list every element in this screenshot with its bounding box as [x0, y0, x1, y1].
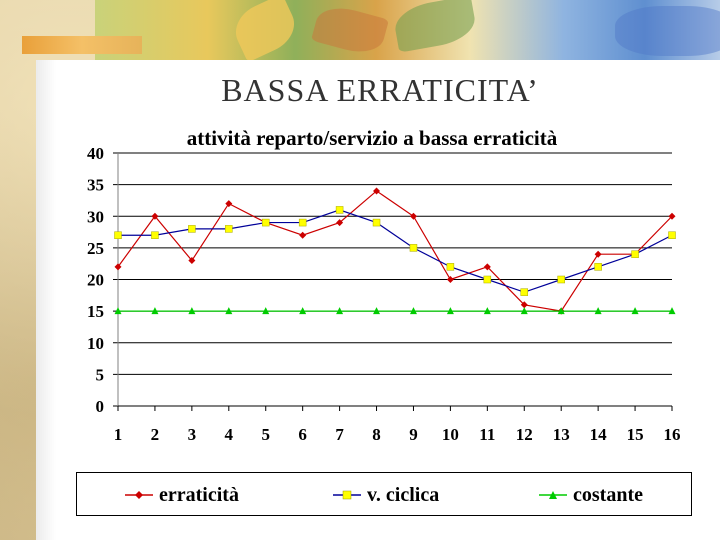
- data-point-erraticita: [483, 263, 491, 271]
- x-tick-label: 12: [516, 425, 533, 444]
- legend-item-erraticita: erraticità: [125, 473, 239, 517]
- data-point-costante: [594, 307, 602, 315]
- x-tick-label: 15: [627, 425, 644, 444]
- data-point-ciclica: [261, 218, 270, 227]
- y-tick-label: 40: [87, 144, 104, 163]
- chart-title: attività reparto/servizio a bassa errati…: [187, 126, 558, 150]
- slide-canvas: [36, 60, 720, 540]
- data-point-costante: [409, 307, 417, 315]
- data-point-ciclica: [188, 225, 196, 233]
- data-point-erraticita: [225, 200, 233, 208]
- data-point-erraticita: [336, 219, 344, 227]
- x-tick-label: 7: [335, 425, 344, 444]
- slide-shadow: [36, 60, 56, 540]
- data-point-ciclica: [409, 244, 418, 252]
- slide-title: BASSA ERRATICITA’: [221, 72, 539, 108]
- legend-label-erraticita: erraticità: [159, 483, 239, 506]
- data-point-costante: [668, 307, 676, 315]
- series-line-erraticita: [117, 190, 673, 312]
- x-tick-label: 6: [298, 425, 307, 444]
- data-point-costante: [114, 307, 122, 315]
- legend-item-costante: costante: [539, 473, 643, 517]
- data-point-ciclica: [594, 263, 602, 271]
- x-tick-label: 10: [442, 425, 459, 444]
- data-point-ciclica: [372, 218, 381, 227]
- x-tick-label: 1: [114, 425, 123, 444]
- y-tick-label: 30: [87, 207, 104, 226]
- x-tick-label: 11: [479, 425, 495, 444]
- x-tick-label: 3: [188, 425, 197, 444]
- y-tick-label: 5: [96, 365, 105, 384]
- data-point-ciclica: [668, 231, 676, 239]
- data-point-costante: [299, 307, 307, 315]
- data-point-costante: [446, 307, 454, 315]
- data-point-erraticita: [299, 231, 307, 239]
- data-point-costante: [373, 307, 381, 315]
- data-point-ciclica: [298, 218, 307, 227]
- legend-label-costante: costante: [573, 483, 643, 506]
- y-tick-label: 20: [87, 271, 104, 290]
- y-tick-label: 35: [87, 176, 104, 195]
- x-tick-label: 2: [151, 425, 160, 444]
- data-point-costante: [188, 307, 196, 315]
- x-tick-label: 8: [372, 425, 381, 444]
- data-point-costante: [631, 307, 639, 315]
- data-point-ciclica: [335, 206, 344, 214]
- chart-legend: erraticità v. ciclica costante: [76, 472, 692, 516]
- x-tick-label: 14: [590, 425, 608, 444]
- data-point-ciclica: [557, 275, 565, 284]
- data-point-costante: [262, 307, 270, 315]
- decorative-banner: [95, 0, 720, 63]
- x-tick-label: 9: [409, 425, 418, 444]
- data-point-costante: [520, 307, 528, 315]
- data-point-ciclica: [483, 275, 492, 284]
- orange-strip-decoration: [22, 36, 142, 54]
- series-line-ciclica: [118, 209, 673, 293]
- data-point-costante: [336, 307, 344, 315]
- data-point-costante: [483, 307, 491, 315]
- data-point-ciclica: [225, 225, 233, 233]
- data-point-erraticita: [520, 301, 528, 309]
- data-point-ciclica: [151, 231, 159, 239]
- data-point-ciclica: [631, 250, 639, 258]
- data-point-costante: [557, 307, 565, 315]
- legend-swatch-ciclica: [333, 490, 361, 500]
- data-point-erraticita: [594, 250, 602, 258]
- data-point-ciclica: [520, 288, 529, 296]
- y-tick-label: 10: [87, 334, 104, 353]
- data-point-erraticita: [446, 276, 454, 283]
- data-point-ciclica: [114, 231, 122, 239]
- legend-swatch-erraticita: [125, 491, 153, 499]
- legend-label-ciclica: v. ciclica: [367, 483, 440, 506]
- legend-item-ciclica: v. ciclica: [333, 473, 439, 517]
- flower-decoration: [615, 6, 720, 56]
- y-tick-label: 15: [87, 302, 104, 321]
- x-tick-label: 13: [553, 425, 570, 444]
- data-point-costante: [151, 307, 159, 315]
- x-tick-label: 16: [664, 425, 681, 444]
- x-tick-label: 5: [261, 425, 270, 444]
- x-tick-label: 4: [225, 425, 234, 444]
- data-point-erraticita: [668, 212, 676, 220]
- data-point-erraticita: [151, 212, 159, 220]
- data-point-erraticita: [188, 257, 196, 265]
- y-tick-label: 25: [87, 239, 104, 258]
- data-point-costante: [225, 307, 233, 315]
- data-point-erraticita: [373, 187, 381, 195]
- data-point-ciclica: [446, 263, 455, 271]
- data-point-erraticita: [409, 212, 417, 220]
- data-point-erraticita: [114, 263, 122, 271]
- y-tick-label: 0: [96, 397, 105, 416]
- legend-swatch-costante: [539, 491, 567, 499]
